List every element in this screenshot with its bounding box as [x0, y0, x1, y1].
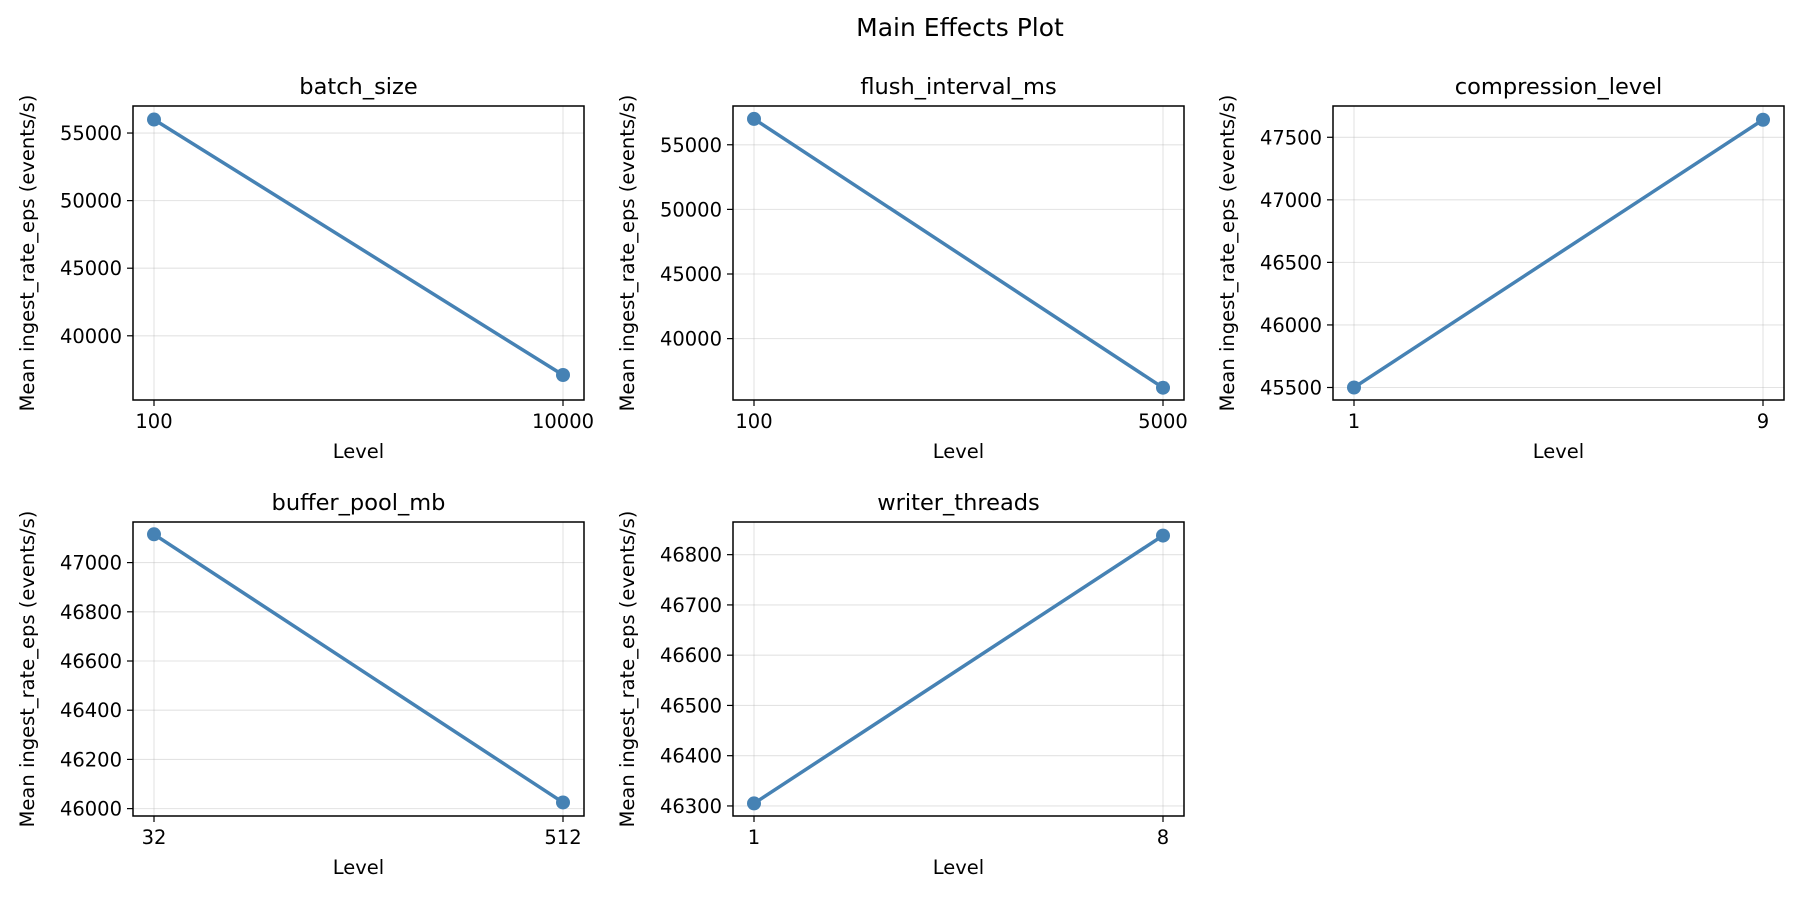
x-tick-label: 1	[748, 826, 760, 849]
x-axis-label: Level	[333, 856, 384, 879]
panel-compression_level: 45500 46000 46500 47000 47500 1 9 compression_l…	[1216, 74, 1785, 463]
y-axis-label: Mean ingest_rate_eps (events/s)	[16, 511, 39, 828]
y-tick-label: 46500	[660, 694, 722, 717]
y-tick-label: 45000	[60, 257, 122, 280]
data-point	[747, 111, 761, 126]
data-point	[147, 112, 161, 127]
x-tick-label: 100	[735, 410, 772, 433]
y-tick-label: 47000	[1260, 189, 1322, 212]
x-tick-label: 512	[544, 826, 581, 849]
y-tick-label: 46600	[660, 644, 722, 667]
panel-buffer_pool_mb: 46000 46200 46400 46600 46800 47000 32 512 buffe…	[16, 490, 585, 879]
y-tick-label: 46700	[660, 594, 722, 617]
x-tick-label: 100	[135, 410, 172, 433]
x-tick-label: 5000	[1138, 410, 1188, 433]
y-tick-label: 47000	[60, 552, 122, 575]
data-point	[556, 795, 570, 810]
x-tick-label: 8	[1157, 826, 1169, 849]
y-tick-label: 46600	[60, 650, 122, 673]
panel-title: flush_interval_ms	[860, 74, 1056, 100]
x-axis-label: Level	[333, 440, 384, 463]
y-tick-label: 55000	[660, 134, 722, 157]
data-point	[556, 367, 570, 382]
x-axis-label: Level	[1533, 440, 1584, 463]
series-line	[153, 532, 564, 804]
panel-batch_size: 40000 45000 50000 55000 100 10000 batch_size Le…	[16, 74, 594, 463]
data-point	[1156, 528, 1170, 543]
panel-writer_threads: 46300 46400 46500 46600 46700 46800 1 8 writer_t…	[616, 490, 1185, 879]
y-axis-label: Mean ingest_rate_eps (events/s)	[616, 511, 639, 828]
series-line	[753, 117, 1164, 390]
y-tick-label: 50000	[60, 190, 122, 213]
plot-frame	[132, 521, 585, 817]
y-tick-label: 46800	[60, 601, 122, 624]
y-tick-label: 46400	[60, 699, 122, 722]
plot-frame	[1332, 105, 1785, 401]
x-axis-label: Level	[933, 440, 984, 463]
plot-frame	[732, 105, 1185, 401]
y-axis-label: Mean ingest_rate_eps (events/s)	[616, 95, 639, 412]
x-tick-label: 32	[142, 826, 167, 849]
y-axis-label: Mean ingest_rate_eps (events/s)	[16, 95, 39, 412]
data-point	[747, 796, 761, 811]
series-line	[153, 118, 564, 377]
y-tick-label: 46300	[660, 795, 722, 818]
x-axis-label: Level	[933, 856, 984, 879]
panel-title: batch_size	[299, 74, 417, 100]
data-point	[1156, 380, 1170, 395]
y-tick-label: 46800	[660, 544, 722, 567]
x-tick-label: 9	[1757, 410, 1769, 433]
y-tick-label: 46400	[660, 745, 722, 768]
data-point	[1347, 380, 1361, 395]
series-line	[753, 534, 1164, 805]
y-tick-label: 46500	[1260, 251, 1322, 274]
y-tick-label: 40000	[660, 328, 722, 351]
data-point	[1756, 112, 1770, 127]
panel-title: writer_threads	[877, 490, 1040, 516]
x-tick-label: 10000	[532, 410, 594, 433]
y-tick-label: 46200	[60, 748, 122, 771]
panel-flush_interval_ms: 40000 45000 50000 55000 100 5000 flush_interva…	[616, 74, 1188, 463]
data-point	[147, 527, 161, 542]
y-tick-label: 40000	[60, 325, 122, 348]
y-tick-label: 46000	[60, 798, 122, 821]
y-axis-label: Mean ingest_rate_eps (events/s)	[1216, 95, 1239, 412]
plot-frame	[732, 521, 1185, 817]
y-tick-label: 50000	[660, 198, 722, 221]
x-tick-label: 1	[1348, 410, 1360, 433]
series-line	[1353, 118, 1764, 389]
y-tick-label: 46000	[1260, 314, 1322, 337]
y-tick-label: 45500	[1260, 376, 1322, 399]
panel-title: compression_level	[1455, 74, 1662, 100]
panel-title: buffer_pool_mb	[272, 490, 446, 516]
y-tick-label: 47500	[1260, 126, 1322, 149]
y-tick-label: 55000	[60, 122, 122, 145]
figure-title: Main Effects Plot	[856, 13, 1064, 42]
y-tick-label: 45000	[660, 263, 722, 286]
plot-frame	[132, 105, 585, 401]
